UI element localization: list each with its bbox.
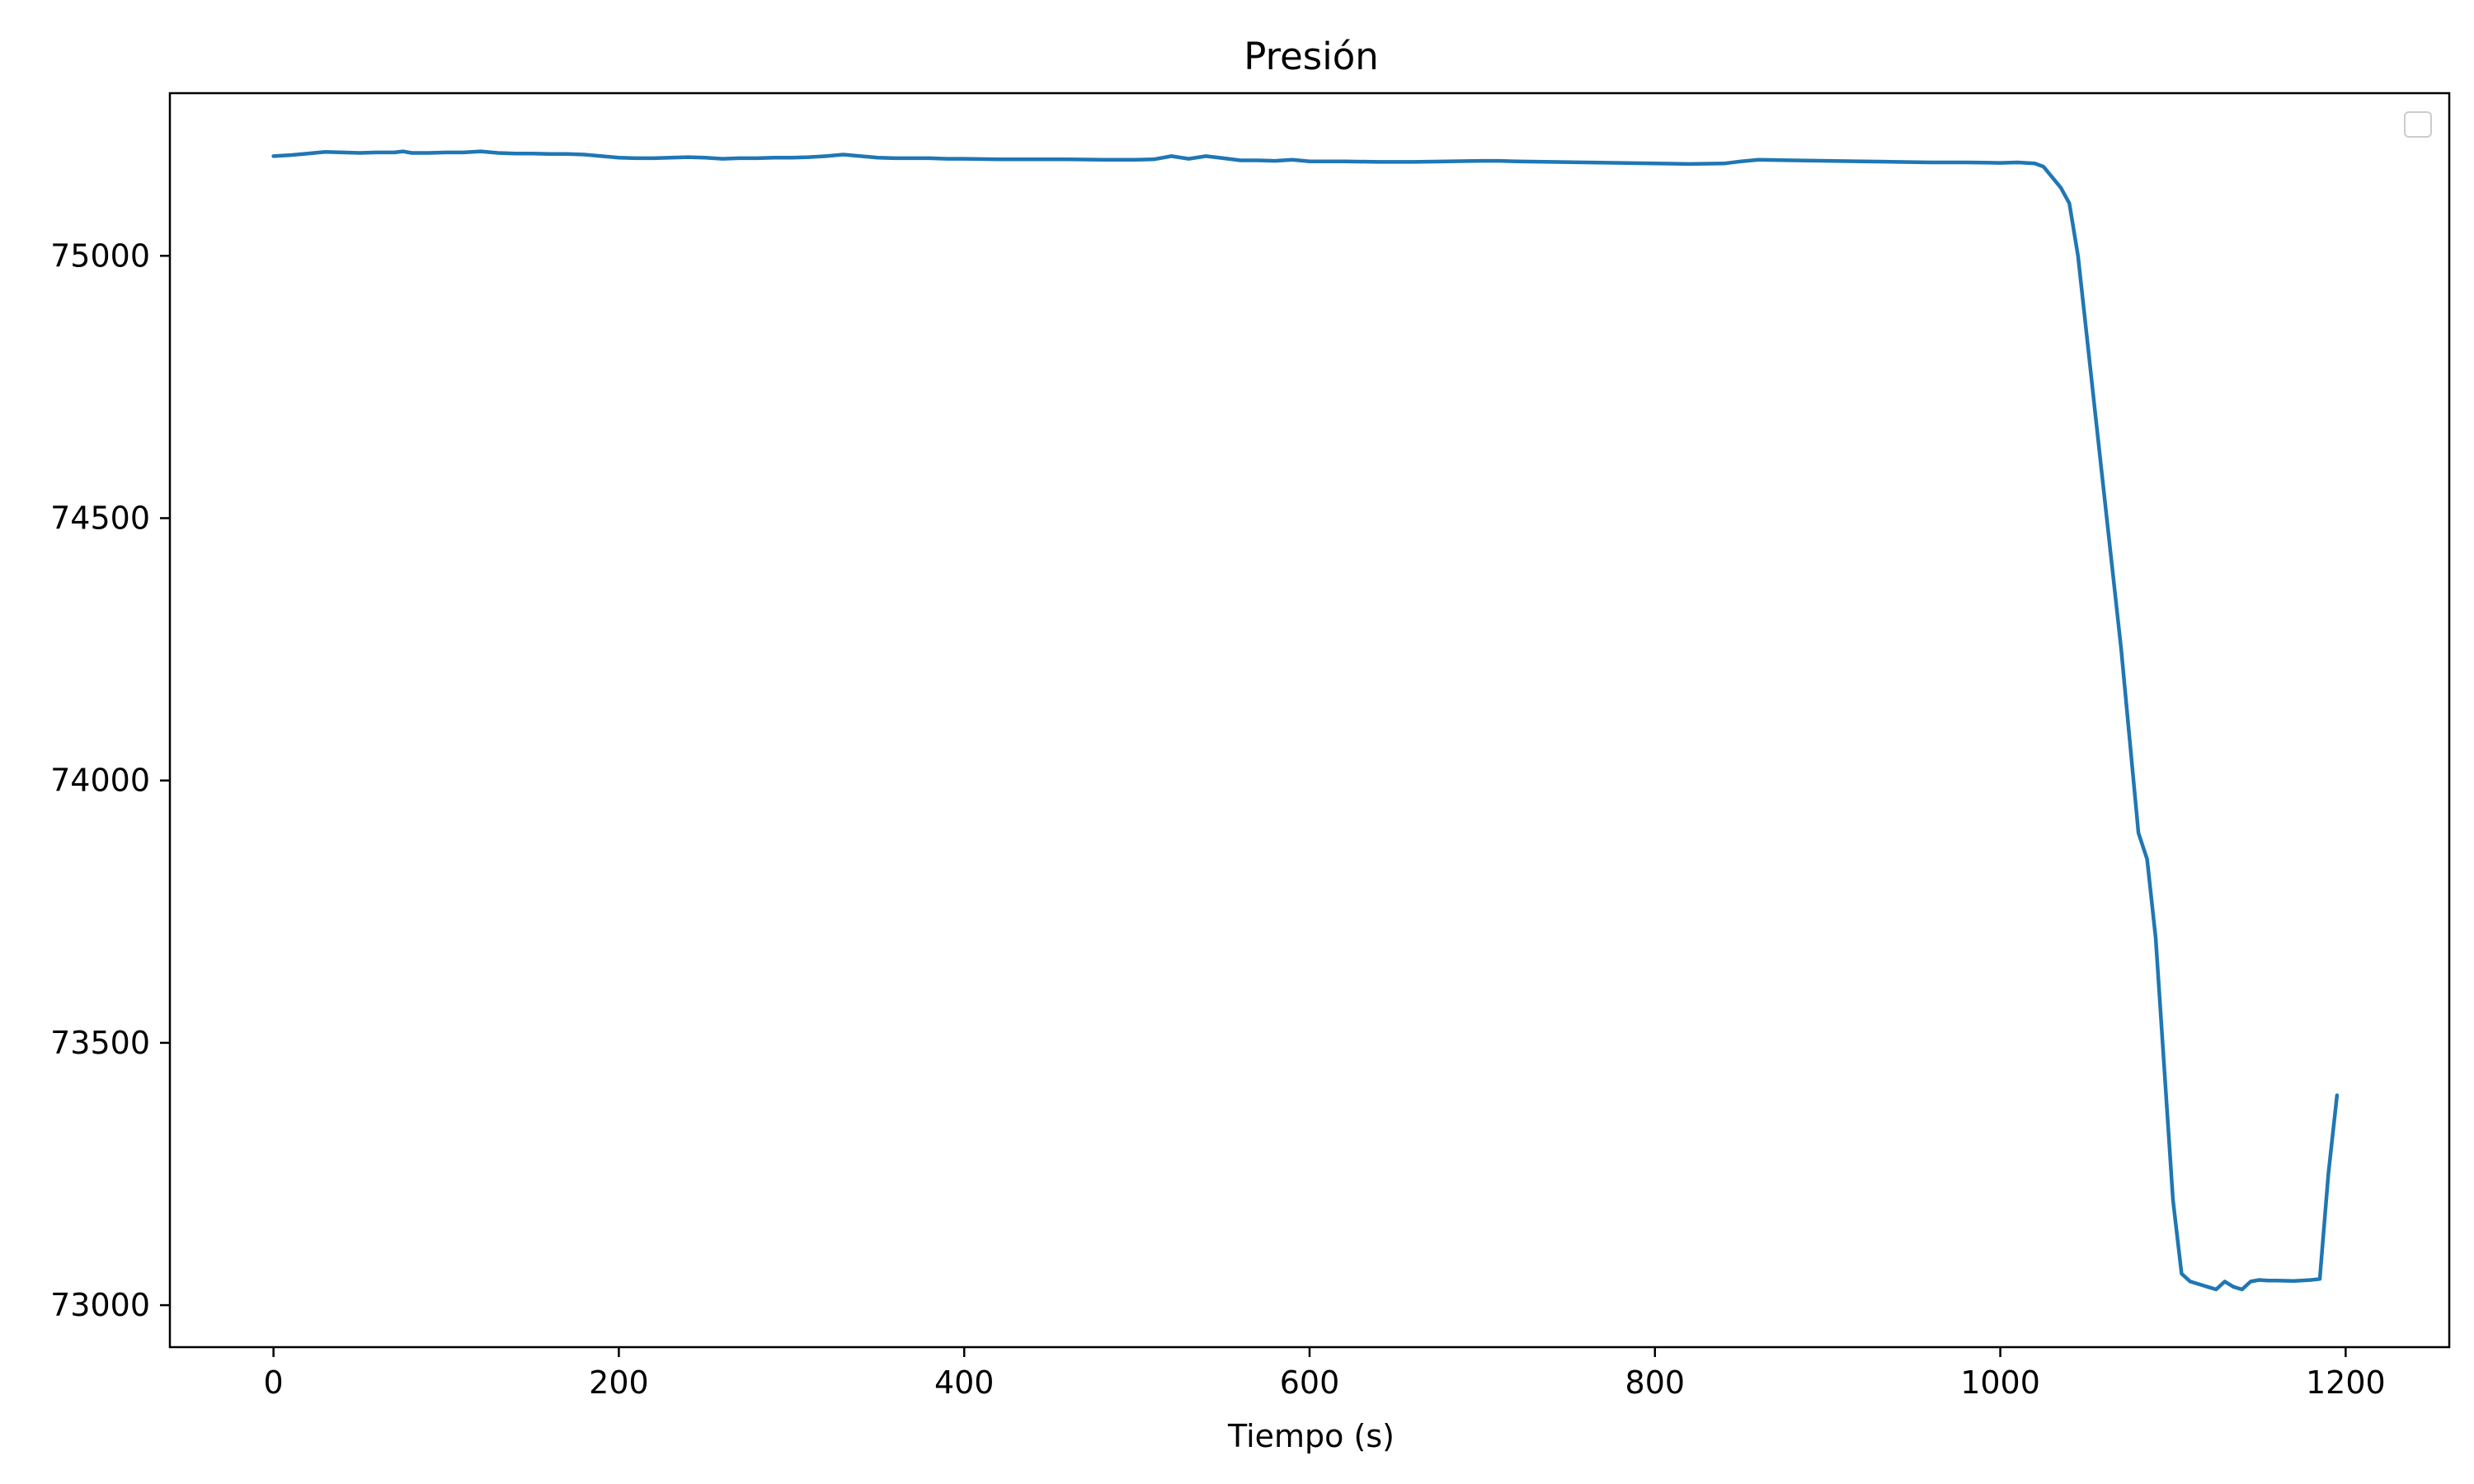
x-tick-label: 1000 bbox=[1960, 1364, 2040, 1401]
chart-title: Presión bbox=[1244, 35, 1379, 78]
y-tick-label: 73000 bbox=[50, 1287, 150, 1323]
y-tick-label: 75000 bbox=[50, 237, 150, 274]
x-tick-label: 600 bbox=[1280, 1364, 1340, 1401]
x-axis: 0 200 400 600 800 1000 1200 bbox=[264, 1347, 2386, 1401]
legend-box bbox=[2404, 111, 2432, 138]
y-axis: 73000 73500 74000 74500 75000 bbox=[50, 237, 170, 1323]
x-tick-label: 800 bbox=[1625, 1364, 1686, 1401]
x-tick-label: 200 bbox=[589, 1364, 649, 1401]
y-tick-label: 74000 bbox=[50, 763, 150, 799]
axes-frame bbox=[168, 92, 2451, 1349]
y-tick-label: 74500 bbox=[50, 500, 150, 536]
x-tick-label: 400 bbox=[934, 1364, 995, 1401]
plot-area bbox=[168, 92, 2451, 1349]
x-tick-label: 0 bbox=[264, 1364, 284, 1401]
pressure-series-line bbox=[271, 149, 2340, 1292]
y-tick-label: 73500 bbox=[50, 1025, 150, 1061]
x-axis-label: Tiempo (s) bbox=[1227, 1418, 1395, 1454]
x-tick-label: 1200 bbox=[2306, 1364, 2386, 1401]
